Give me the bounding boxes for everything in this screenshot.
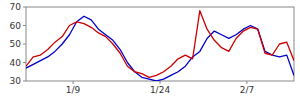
y-tick-label: 70 — [10, 2, 22, 12]
plot-area — [26, 11, 294, 81]
y-tick — [23, 7, 26, 8]
y-tick — [23, 62, 26, 63]
chart: 30 40 50 60 70 1/9 1/24 2/7 — [0, 0, 300, 96]
x-tick-label: 2/7 — [240, 85, 254, 95]
y-tick — [23, 25, 26, 26]
plot-frame — [26, 7, 294, 81]
x-tick — [160, 81, 161, 84]
y-tick-label: 30 — [10, 76, 22, 86]
x-tick-label: 1/9 — [66, 85, 81, 95]
y-tick — [23, 81, 26, 82]
y-tick-label: 60 — [10, 21, 22, 31]
x-tick — [246, 81, 247, 84]
series-line — [26, 16, 294, 81]
x-tick — [73, 81, 74, 84]
series-line — [26, 11, 294, 78]
y-tick-label: 50 — [10, 39, 22, 49]
y-tick-label: 40 — [10, 58, 22, 68]
x-tick-label: 1/24 — [150, 85, 170, 95]
y-tick — [23, 44, 26, 45]
